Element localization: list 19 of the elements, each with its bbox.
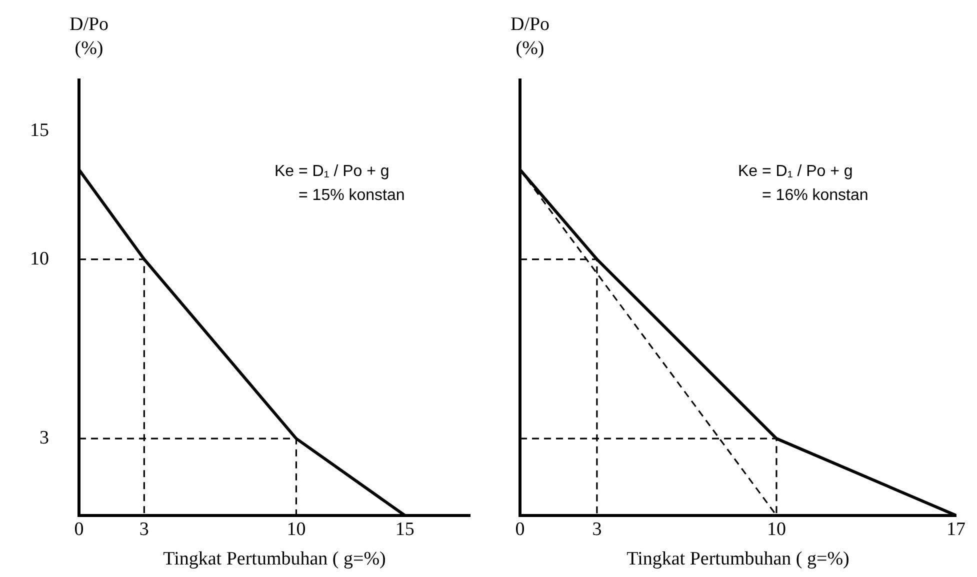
y-tick-label: 3: [40, 428, 49, 449]
annotation: Ke = D₁ / Po + g: [274, 162, 390, 180]
annotation: = 16% konstan: [762, 186, 868, 204]
x-tick-label: 0: [74, 518, 84, 540]
x-tick-label: 15: [395, 518, 414, 540]
x-axis-title: Tingkat Pertumbuhan ( g=%): [163, 548, 386, 570]
x-tick-label: 17: [946, 518, 966, 540]
x-tick-label: 0: [515, 518, 525, 540]
y-axis-title: D/Po (%): [69, 14, 109, 59]
annotation: = 15% konstan: [298, 186, 405, 204]
x-axis-title: Tingkat Pertumbuhan ( g=%): [626, 548, 850, 570]
annotation: Ke = D₁ / Po + g: [738, 162, 853, 180]
x-tick-label: 3: [592, 518, 602, 540]
y-tick-label: 15: [30, 120, 49, 142]
x-tick-label: 10: [766, 518, 786, 540]
x-tick-label: 3: [139, 518, 149, 540]
x-tick-label: 10: [286, 518, 306, 540]
y-axis-title: D/Po (%): [510, 14, 550, 59]
y-tick-label: 10: [30, 248, 49, 270]
